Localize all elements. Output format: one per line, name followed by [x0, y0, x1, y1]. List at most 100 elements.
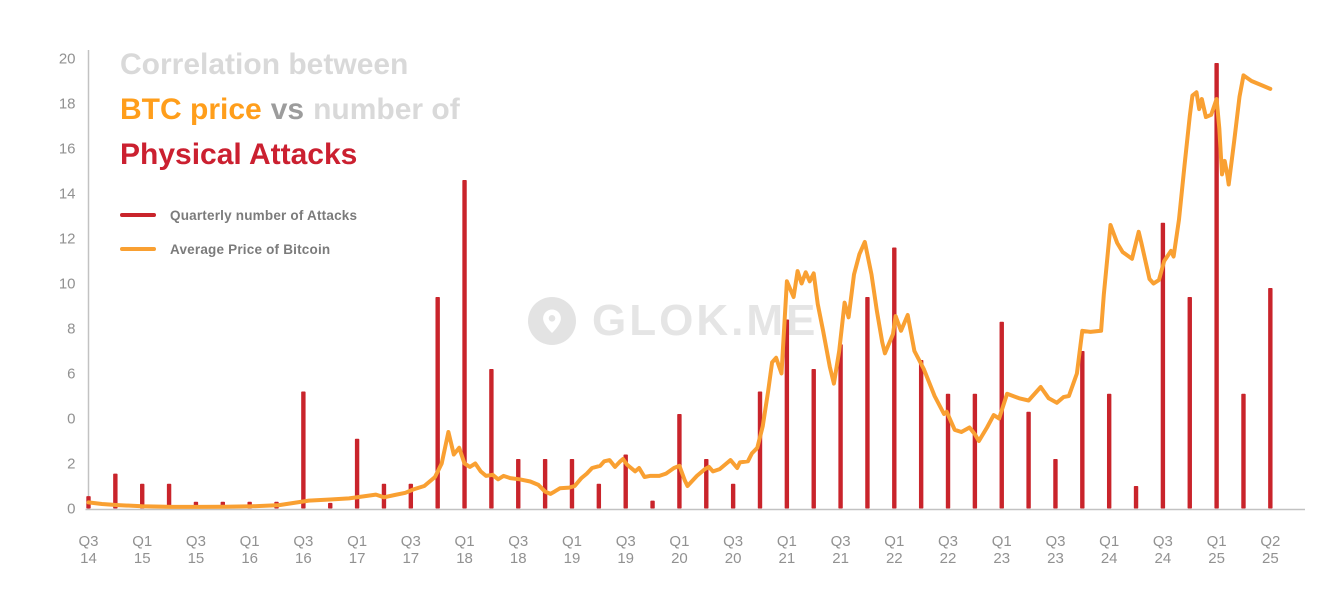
x-axis-tick-quarter: Q3 — [831, 533, 851, 550]
x-axis-tick-quarter: Q3 — [401, 533, 421, 550]
x-axis-tick-quarter: Q1 — [1099, 533, 1119, 550]
x-axis-tick-year: 15 — [134, 550, 151, 567]
x-axis-tick-year: 20 — [725, 550, 742, 567]
title-correlation: Correlation between — [120, 48, 409, 81]
y-axis-tick-label: 2 — [67, 456, 75, 473]
title-line-2: BTC price vs number of — [120, 87, 460, 132]
x-axis-tick-quarter: Q1 — [347, 533, 367, 550]
x-axis-tick-quarter: Q1 — [669, 533, 689, 550]
attack-bar — [328, 502, 333, 509]
y-axis-tick-label: 16 — [59, 141, 76, 158]
x-axis-tick-quarter: Q1 — [132, 533, 152, 550]
attack-bar — [489, 369, 494, 509]
y-axis-tick-label: 10 — [59, 276, 76, 293]
attack-bar — [1026, 411, 1031, 509]
watermark: GLOK.ME — [527, 296, 818, 346]
x-axis-tick-year: 16 — [241, 550, 258, 567]
legend-label-bitcoin: Average Price of Bitcoin — [170, 241, 331, 257]
btc-price-line — [86, 73, 1273, 509]
y-axis-tick-label: 0 — [67, 411, 75, 428]
attack-bar — [354, 438, 360, 509]
x-axis-tick-quarter: Q1 — [884, 533, 904, 550]
watermark-text: GLOK.ME — [592, 296, 819, 345]
chart-title: Correlation between BTC price vs number of… — [120, 42, 460, 177]
attack-bar — [113, 473, 118, 509]
x-axis-tick-year: 15 — [188, 550, 205, 567]
title-line-1: Correlation between — [120, 42, 460, 87]
legend-item-attacks: Quarterly number of Attacks — [120, 204, 357, 226]
attack-bar — [166, 483, 172, 509]
title-physical-attacks: Physical Attacks — [120, 138, 358, 171]
x-axis-tick-quarter: Q2 — [1260, 533, 1280, 550]
title-vs: vs — [270, 93, 305, 126]
attack-bar — [596, 483, 602, 509]
x-axis-tick-year: 23 — [1047, 550, 1064, 567]
x-axis-tick-quarter: Q1 — [562, 533, 582, 550]
attack-bar — [1268, 288, 1273, 509]
x-axis-tick-year: 22 — [886, 550, 903, 567]
attack-bar — [865, 297, 870, 509]
y-axis-tick-label: 14 — [59, 186, 76, 203]
chart-legend: Quarterly number of Attacks Average Pric… — [120, 204, 357, 272]
attack-bar — [784, 319, 790, 509]
x-axis-tick-year: 20 — [671, 550, 688, 567]
attack-bar — [1053, 459, 1058, 509]
attack-bar — [1160, 222, 1166, 509]
y-axis-tick-label: 8 — [67, 321, 75, 338]
attack-bar — [650, 500, 655, 509]
x-axis-tick-year: 21 — [779, 550, 796, 567]
attack-bar — [1106, 393, 1112, 509]
attack-bar — [1187, 297, 1192, 509]
attack-bar — [730, 483, 736, 509]
attack-bar — [516, 459, 521, 509]
x-axis-tick-quarter: Q1 — [455, 533, 475, 550]
legend-item-bitcoin: Average Price of Bitcoin — [120, 238, 357, 260]
attack-bar — [569, 459, 575, 509]
y-axis-tick-label: 6 — [67, 366, 75, 383]
attack-bar — [301, 391, 306, 509]
x-axis-tick-year: 18 — [456, 550, 473, 567]
x-axis-tick-quarter: Q3 — [938, 533, 958, 550]
attack-bar — [408, 483, 414, 509]
title-btc-price: BTC price — [120, 93, 262, 126]
x-axis-tick-year: 23 — [993, 550, 1010, 567]
x-axis-tick-quarter: Q3 — [78, 533, 98, 550]
x-axis-tick-year: 24 — [1155, 550, 1172, 567]
x-axis-tick-year: 17 — [349, 550, 366, 567]
attack-bar — [811, 369, 816, 509]
attack-bar — [542, 459, 548, 509]
location-pin-icon — [528, 297, 576, 345]
y-axis-tick-label: 0 — [67, 501, 75, 518]
legend-swatch-attacks — [120, 212, 156, 218]
attack-bar — [623, 454, 628, 509]
title-line-3: Physical Attacks — [120, 132, 460, 177]
attack-bar — [838, 344, 843, 509]
attack-bar — [892, 247, 897, 509]
x-axis-tick-year: 14 — [80, 550, 97, 567]
x-axis-tick-year: 24 — [1101, 550, 1118, 567]
x-axis-tick-quarter: Q3 — [1045, 533, 1065, 550]
legend-label-attacks: Quarterly number of Attacks — [170, 207, 358, 223]
x-axis-tick-year: 25 — [1262, 550, 1279, 567]
y-axis-tick-label: 20 — [59, 51, 76, 68]
attack-bar — [757, 391, 763, 509]
attack-bar — [462, 180, 467, 509]
x-axis-tick-year: 25 — [1208, 550, 1225, 567]
x-axis-tick-year: 21 — [832, 550, 849, 567]
x-axis-tick-year: 16 — [295, 550, 312, 567]
x-axis-tick-quarter: Q1 — [1207, 533, 1227, 550]
x-axis-tick-quarter: Q3 — [616, 533, 636, 550]
attack-bar — [1241, 393, 1246, 509]
x-axis-tick-quarter: Q3 — [186, 533, 206, 550]
x-axis-tick-quarter: Q1 — [240, 533, 260, 550]
legend-swatch-bitcoin — [120, 246, 156, 252]
attack-bar — [1080, 351, 1085, 509]
x-axis-tick-quarter: Q3 — [723, 533, 743, 550]
y-axis-tick-label: 12 — [59, 231, 76, 248]
x-axis-tick-year: 22 — [940, 550, 957, 567]
y-axis-tick-label: 18 — [59, 96, 76, 113]
attack-bar — [918, 360, 924, 509]
x-axis-tick-year: 19 — [617, 550, 634, 567]
